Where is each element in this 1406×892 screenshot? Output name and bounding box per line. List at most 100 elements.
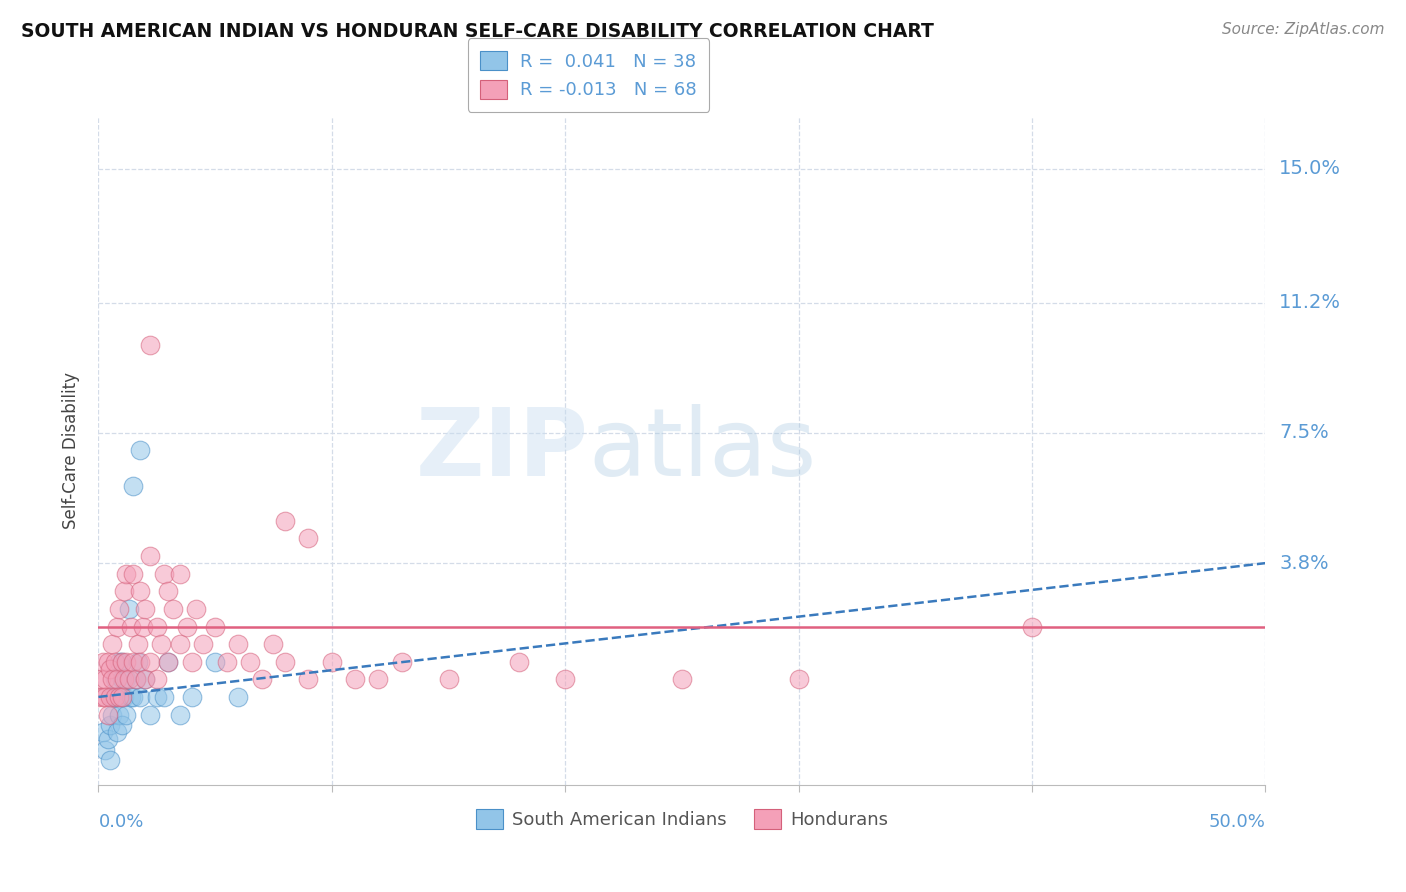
Point — [134, 602, 156, 616]
Point — [274, 514, 297, 528]
Point — [105, 673, 128, 687]
Point — [129, 443, 152, 458]
Text: 50.0%: 50.0% — [1209, 813, 1265, 830]
Point — [139, 655, 162, 669]
Point — [104, 655, 127, 669]
Point — [108, 602, 131, 616]
Point — [91, 725, 114, 739]
Point — [321, 655, 343, 669]
Point — [146, 690, 169, 704]
Text: 0.0%: 0.0% — [98, 813, 143, 830]
Point — [152, 690, 174, 704]
Point — [176, 619, 198, 633]
Point — [97, 655, 120, 669]
Point — [125, 673, 148, 687]
Point — [297, 532, 319, 546]
Point — [122, 566, 145, 581]
Point — [787, 673, 810, 687]
Point — [162, 602, 184, 616]
Point — [111, 690, 134, 704]
Point — [250, 673, 273, 687]
Point — [112, 690, 135, 704]
Point — [367, 673, 389, 687]
Point — [98, 753, 121, 767]
Point — [134, 673, 156, 687]
Point — [169, 566, 191, 581]
Point — [204, 655, 226, 669]
Point — [139, 338, 162, 352]
Y-axis label: Self-Care Disability: Self-Care Disability — [62, 372, 80, 529]
Point — [391, 655, 413, 669]
Point — [111, 690, 134, 704]
Point — [157, 655, 180, 669]
Point — [671, 673, 693, 687]
Point — [554, 673, 576, 687]
Point — [297, 673, 319, 687]
Point — [1021, 619, 1043, 633]
Point — [120, 619, 142, 633]
Point — [186, 602, 208, 616]
Point — [91, 690, 114, 704]
Point — [157, 655, 180, 669]
Point — [97, 707, 120, 722]
Point — [204, 619, 226, 633]
Point — [193, 637, 215, 651]
Point — [115, 655, 138, 669]
Point — [105, 725, 128, 739]
Text: 3.8%: 3.8% — [1279, 554, 1329, 573]
Point — [111, 655, 134, 669]
Point — [180, 655, 202, 669]
Point — [91, 655, 114, 669]
Point — [111, 655, 134, 669]
Point — [94, 673, 117, 687]
Point — [146, 673, 169, 687]
Point — [118, 673, 141, 687]
Text: atlas: atlas — [589, 404, 817, 497]
Point — [87, 690, 110, 704]
Point — [108, 690, 131, 704]
Point — [90, 673, 112, 687]
Point — [111, 673, 134, 687]
Point — [127, 637, 149, 651]
Point — [157, 584, 180, 599]
Text: 15.0%: 15.0% — [1279, 160, 1341, 178]
Point — [108, 690, 131, 704]
Point — [98, 662, 121, 676]
Point — [122, 690, 145, 704]
Point — [118, 602, 141, 616]
Point — [122, 655, 145, 669]
Point — [152, 566, 174, 581]
Point — [122, 478, 145, 492]
Point — [101, 707, 124, 722]
Point — [169, 707, 191, 722]
Point — [180, 690, 202, 704]
Point — [215, 655, 238, 669]
Point — [112, 584, 135, 599]
Point — [97, 732, 120, 747]
Point — [120, 690, 142, 704]
Point — [129, 655, 152, 669]
Text: ZIP: ZIP — [416, 404, 589, 497]
Point — [139, 549, 162, 563]
Point — [115, 707, 138, 722]
Point — [94, 743, 117, 757]
Point — [104, 690, 127, 704]
Point — [94, 690, 117, 704]
Point — [169, 637, 191, 651]
Point — [101, 673, 124, 687]
Text: SOUTH AMERICAN INDIAN VS HONDURAN SELF-CARE DISABILITY CORRELATION CHART: SOUTH AMERICAN INDIAN VS HONDURAN SELF-C… — [21, 22, 934, 41]
Point — [115, 673, 138, 687]
Point — [98, 718, 121, 732]
Legend: South American Indians, Hondurans: South American Indians, Hondurans — [468, 802, 896, 836]
Point — [134, 673, 156, 687]
Point — [115, 566, 138, 581]
Point — [228, 637, 250, 651]
Text: 11.2%: 11.2% — [1279, 293, 1341, 312]
Point — [127, 655, 149, 669]
Point — [125, 673, 148, 687]
Point — [146, 619, 169, 633]
Point — [344, 673, 367, 687]
Point — [239, 655, 262, 669]
Point — [150, 637, 173, 651]
Point — [104, 673, 127, 687]
